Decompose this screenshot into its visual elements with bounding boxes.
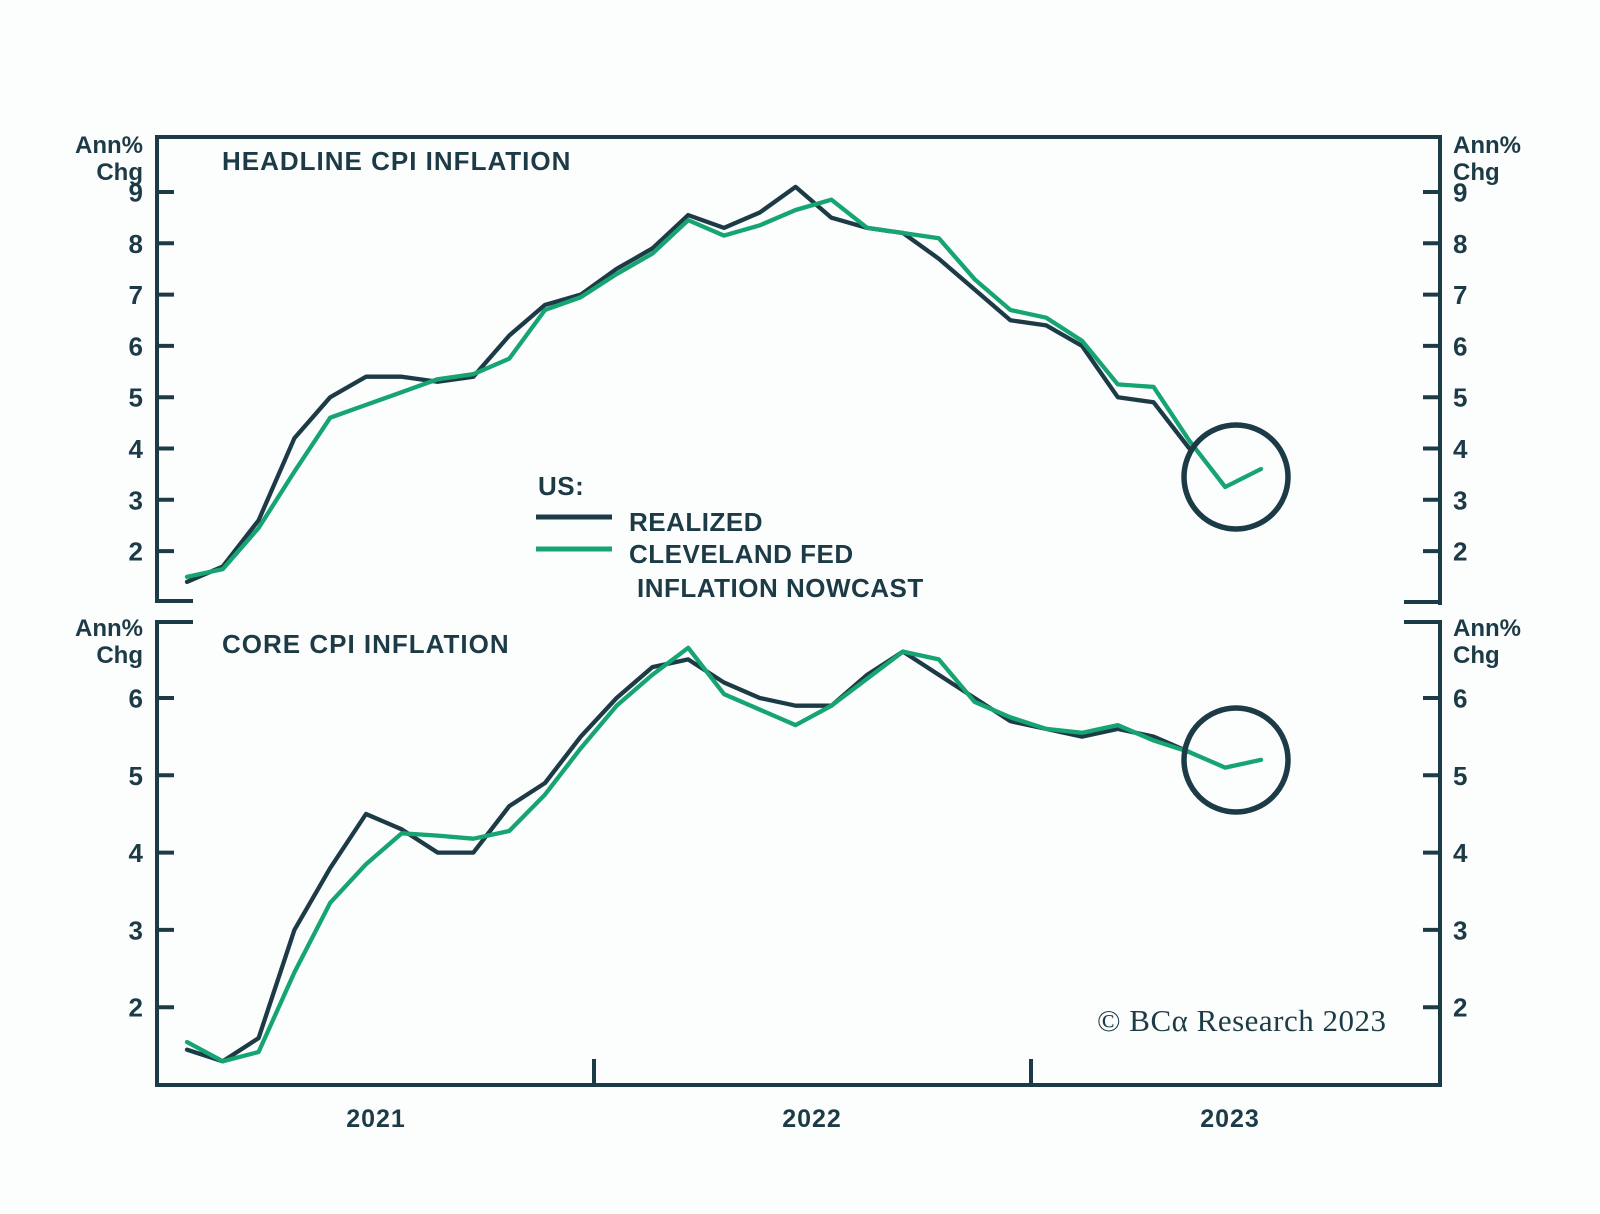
headline-right-unit-line2: Chg xyxy=(1453,159,1500,186)
y-tick-label-right: 7 xyxy=(1453,280,1467,310)
headline-chart-title: HEADLINE CPI INFLATION xyxy=(222,146,571,176)
core-chart-plot: 6 6 5 5 4 4 3 3 2 2 xyxy=(129,645,1468,1064)
y-tick-label-left: 6 xyxy=(129,331,143,361)
y-tick-label-right: 4 xyxy=(1453,838,1468,868)
series-line-nowcast xyxy=(184,645,1264,1064)
series-line-nowcast xyxy=(184,197,1264,579)
headline-left-unit-line2: Chg xyxy=(96,159,143,186)
copyright: © BCα Research 2023 xyxy=(1097,1003,1387,1038)
y-tick-label-right: 8 xyxy=(1453,229,1467,259)
legend-realized-label: REALIZED xyxy=(629,507,763,537)
x-axis-year-labels: 2021 2022 2023 xyxy=(346,1105,1260,1133)
y-tick-label-left: 4 xyxy=(129,838,144,868)
y-tick-label-left: 7 xyxy=(129,280,143,310)
y-tick-label-right: 9 xyxy=(1453,178,1467,208)
y-tick-label-left: 6 xyxy=(129,684,143,714)
y-tick-label-right: 5 xyxy=(1453,383,1467,413)
core-right-unit-line2: Chg xyxy=(1453,642,1500,669)
y-tick-label-right: 4 xyxy=(1453,434,1468,464)
y-tick-label-right: 6 xyxy=(1453,331,1467,361)
y-tick-label-right: 3 xyxy=(1453,485,1467,515)
y-tick-label-right: 6 xyxy=(1453,684,1467,714)
year-label-2021: 2021 xyxy=(346,1105,406,1133)
headline-right-unit-line1: Ann% xyxy=(1453,132,1521,159)
y-tick-label-left: 4 xyxy=(129,434,144,464)
legend-nowcast-label-line1: CLEVELAND FED xyxy=(629,539,854,569)
legend-nowcast-label-line2: INFLATION NOWCAST xyxy=(637,573,924,603)
headline-chart-plot: 9 9 8 8 7 7 6 6 5 5 4 4 3 3 2 2 xyxy=(129,178,1468,585)
y-tick-label-left: 3 xyxy=(129,485,143,515)
y-tick-label-right: 5 xyxy=(1453,761,1467,791)
legend: US: REALIZED CLEVELAND FED INFLATION NOW… xyxy=(536,471,924,603)
y-tick-label-left: 5 xyxy=(129,761,143,791)
year-label-2022: 2022 xyxy=(782,1105,842,1133)
y-tick-label-right: 3 xyxy=(1453,915,1467,945)
y-axis-unit-labels: Ann% Chg Ann% Chg Ann% Chg Ann% Chg xyxy=(75,132,1521,669)
y-tick-label-left: 9 xyxy=(129,178,143,208)
legend-heading: US: xyxy=(538,471,584,501)
series-line-realized xyxy=(184,649,1192,1064)
y-tick-label-left: 2 xyxy=(129,993,143,1023)
headline-highlight-circle xyxy=(1181,422,1291,532)
y-tick-label-left: 5 xyxy=(129,383,143,413)
headline-left-unit-line1: Ann% xyxy=(75,132,143,159)
series-line-realized xyxy=(184,184,1192,585)
year-label-2023: 2023 xyxy=(1200,1105,1260,1133)
core-left-unit-line1: Ann% xyxy=(75,615,143,642)
core-chart-title: CORE CPI INFLATION xyxy=(222,629,510,659)
y-tick-label-left: 2 xyxy=(129,537,143,567)
top-chart-frame xyxy=(155,135,1442,605)
core-left-unit-line2: Chg xyxy=(96,642,143,669)
y-tick-label-left: 8 xyxy=(129,229,143,259)
core-right-unit-line1: Ann% xyxy=(1453,615,1521,642)
y-tick-label-right: 2 xyxy=(1453,537,1467,567)
core-highlight-circle xyxy=(1181,705,1291,815)
y-tick-label-left: 3 xyxy=(129,915,143,945)
y-tick-label-right: 2 xyxy=(1453,993,1467,1023)
